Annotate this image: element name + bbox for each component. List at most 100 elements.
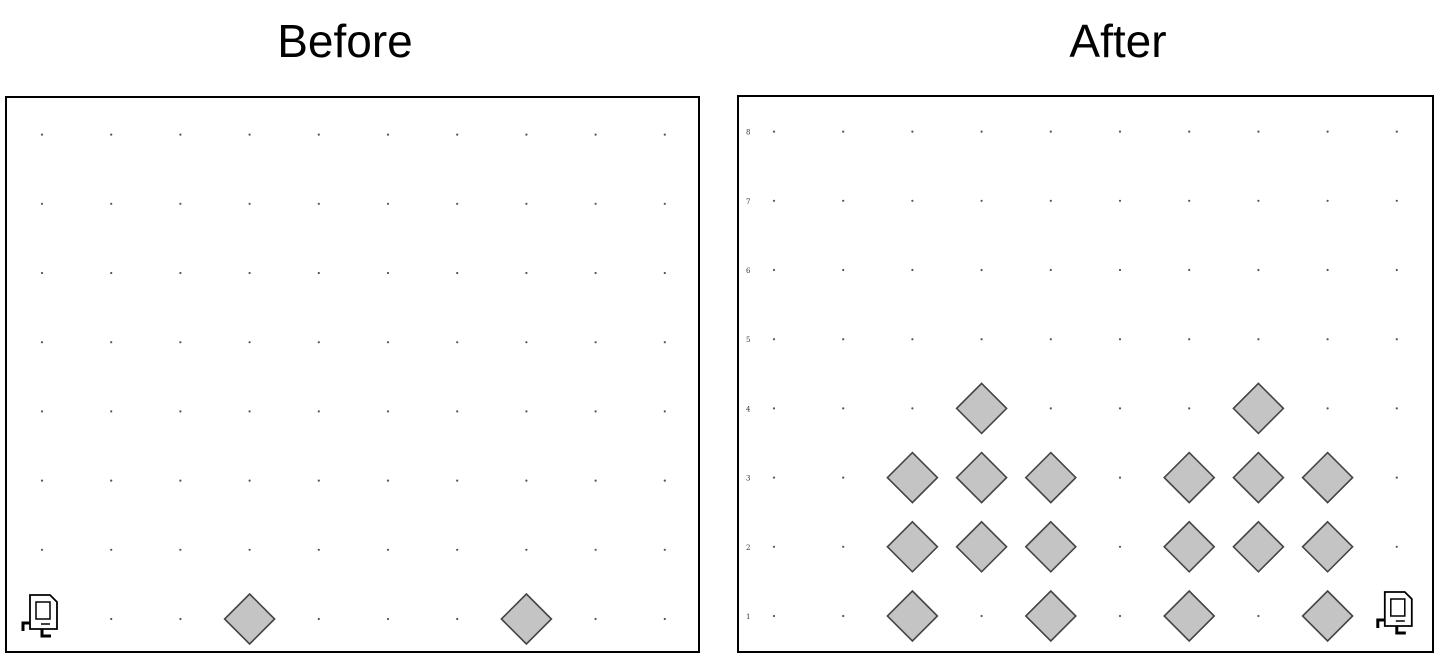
grid-corner-dot [663,548,666,551]
grid-corner-dot [525,133,528,136]
grid-corner-dot [1326,268,1329,272]
before-title: Before [277,15,413,67]
grid-corner-dot [1118,614,1122,618]
grid-corner-dot [1118,476,1122,479]
grid-corner-dot [1049,268,1052,272]
diamond-beeper-icon [1232,520,1285,573]
grid-corner-dot [842,268,845,272]
grid-corner-dot [179,202,182,205]
grid-corner-dot [663,202,666,205]
grid-corner-dot [1049,338,1052,341]
grid-corner-dot [386,271,390,275]
grid-corner-dot [772,476,776,479]
grid-corner-dot [911,338,914,341]
row-number-label: 2 [746,544,750,552]
row-number-label: 7 [746,198,750,206]
grid-corner-dot [248,341,251,344]
grid-corner-dot [772,545,776,548]
after-world-canvas: 1 2 3 4 5 6 7 8 [746,129,1413,643]
grid-corner-dot [1188,268,1191,272]
grid-corner-dot [1188,407,1191,410]
grid-corner-dot [525,479,528,482]
grid-corner-dot [110,410,113,413]
karel-robot-icon [21,594,58,638]
grid-corner-dot [525,548,528,551]
grid-corner-dot [386,410,390,413]
grid-corner-dot [1188,130,1191,133]
grid-corner-dot [1326,199,1329,202]
grid-corner-dot [317,617,320,621]
grid-corner-dot [317,202,320,205]
grid-corner-dot [980,130,983,133]
diamond-beeper-icon [955,382,1008,435]
row-number-label: 8 [746,129,750,137]
grid-corner-dot [1326,338,1329,341]
grid-corner-dot [594,341,597,344]
grid-corner-dot [663,341,666,344]
grid-corner-dot [980,614,983,618]
grid-corner-dot [980,338,983,341]
grid-corner-dot [456,133,459,136]
grid-corner-dot [110,133,113,136]
grid-corner-dot [456,410,459,413]
grid-corner-dot [317,341,320,344]
grid-corner-dot [179,479,182,482]
grid-corner-dot [1326,407,1329,410]
diamond-beeper-icon [1301,589,1354,643]
grid-corner-dot [772,407,776,410]
row-number-label: 6 [746,267,751,275]
diamond-beeper-icon [955,451,1008,504]
diamond-beeper-icon [1163,451,1216,504]
grid-corner-dot [248,410,251,413]
diamond-beeper-icon [886,451,939,504]
after-world-grid: 1 2 3 4 5 6 7 8 [737,95,1434,653]
grid-corner-dot [317,479,320,482]
grid-corner-dot [1118,407,1122,410]
grid-corner-dot [179,548,182,551]
grid-corner-dot [842,614,845,618]
grid-corner-dot [911,130,914,133]
grid-corner-dot [842,407,845,410]
diamond-beeper-icon [1301,520,1354,573]
diamond-beeper-icon [1232,382,1285,435]
grid-corner-dot [386,341,390,344]
diamond-beeper-icon [1163,589,1216,643]
grid-corner-dot [842,338,845,341]
diamond-beeper-icon [1301,451,1354,504]
grid-corner-dot [1118,199,1122,202]
grid-corner-dot [110,479,113,482]
grid-corner-dot [317,271,320,275]
grid-corner-dot [248,133,251,136]
grid-corner-dot [594,479,597,482]
grid-corner-dot [386,133,390,136]
grid-corner-dot [1118,130,1122,133]
grid-corner-dot [594,548,597,551]
grid-corner-dot [386,548,390,551]
grid-corner-dot [248,479,251,482]
row-number-label: 5 [746,336,750,344]
grid-corner-dot [456,271,459,275]
grid-corner-dot [456,548,459,551]
grid-corner-dot [663,479,666,482]
diamond-beeper-icon [1163,520,1216,573]
grid-corner-dot [1188,199,1191,202]
grid-corner-dot [40,410,44,413]
grid-corner-dot [842,545,845,548]
grid-corner-dot [772,130,776,133]
grid-corner-dot [386,202,390,205]
row-number-label: 1 [746,613,750,621]
grid-corner-dot [663,271,666,275]
grid-corner-dot [594,271,597,275]
grid-corner-dot [911,407,914,410]
grid-corner-dot [456,341,459,344]
grid-corner-dot [1395,130,1398,133]
grid-corner-dot [980,199,983,202]
grid-corner-dot [772,614,776,618]
diamond-beeper-icon [223,592,276,646]
row-number-label: 3 [746,475,750,483]
grid-corner-dot [525,341,528,344]
grid-corner-dot [1118,545,1122,548]
before-world-grid [5,96,700,653]
diamond-beeper-icon [1024,589,1077,643]
grid-corner-dot [842,130,845,133]
